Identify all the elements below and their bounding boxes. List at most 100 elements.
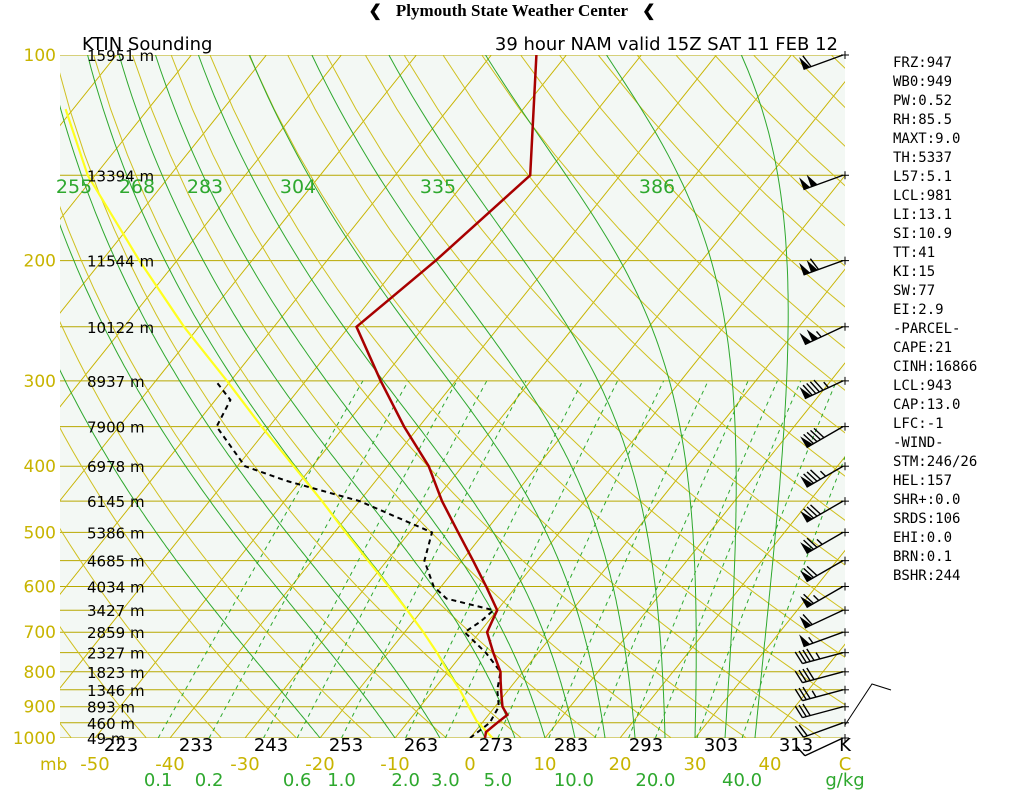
wind-barb bbox=[800, 585, 844, 609]
mixing-ratio-tick-label: 3.0 bbox=[431, 770, 460, 791]
dry-adiabat-line bbox=[559, 55, 845, 349]
wind-barb bbox=[800, 531, 844, 555]
wind-barb-staff bbox=[802, 706, 844, 719]
wind-barb-flag bbox=[806, 431, 818, 443]
height-label: 7900 m bbox=[87, 419, 145, 437]
index-item: TH:5337 bbox=[893, 150, 953, 166]
index-item: CAP:13.0 bbox=[893, 397, 961, 413]
index-item: FRZ:947 bbox=[893, 55, 953, 71]
wind-barb bbox=[800, 465, 844, 488]
index-item: CINH:16866 bbox=[893, 359, 978, 375]
parcel-trace-line bbox=[64, 108, 494, 738]
mixing-ratio-tick-label: 2.0 bbox=[391, 770, 420, 791]
kelvin-tick-label: 293 bbox=[629, 735, 663, 756]
height-label: 15951 m bbox=[87, 47, 154, 65]
wind-barb bbox=[799, 631, 844, 648]
theta-e-label: 283 bbox=[187, 176, 223, 198]
index-item: SI:10.9 bbox=[893, 226, 953, 242]
index-item: SRDS:106 bbox=[893, 511, 961, 527]
moist-adiabat-line bbox=[485, 55, 697, 738]
height-label: 8937 m bbox=[87, 373, 145, 391]
mixing-ratio-tick-label: 0.2 bbox=[195, 770, 224, 791]
index-item: HEL:157 bbox=[893, 473, 953, 489]
mixing-ratio-line bbox=[628, 380, 778, 738]
index-item: LCL:943 bbox=[893, 378, 953, 394]
index-item: BSHR:244 bbox=[893, 568, 961, 584]
index-item: -WIND- bbox=[893, 435, 944, 451]
index-item: MAXT:9.0 bbox=[893, 131, 961, 147]
isotherm-line bbox=[169, 55, 717, 738]
wind-barb-pennant bbox=[800, 570, 813, 582]
dry-adiabat-line bbox=[60, 205, 447, 738]
moist-adiabat-line bbox=[60, 104, 441, 738]
pressure-tick-label: 900 bbox=[24, 698, 56, 718]
flag-left-icon: ❮ bbox=[368, 3, 382, 20]
index-item: LCL:981 bbox=[893, 188, 953, 204]
isotherm-line bbox=[60, 55, 267, 314]
dry-adiabat-line bbox=[520, 55, 845, 391]
wind-barb-flag bbox=[794, 705, 804, 718]
temperature-tick-label: C bbox=[839, 754, 852, 775]
wind-barb bbox=[800, 500, 844, 523]
header-title: Plymouth State Weather Center bbox=[395, 1, 629, 20]
wind-barb-flag bbox=[803, 539, 815, 550]
wind-barb-pennant bbox=[799, 57, 811, 70]
wind-barb-flag bbox=[803, 473, 815, 484]
wind-barb bbox=[794, 686, 844, 702]
index-item: PW:0.52 bbox=[893, 93, 953, 109]
plot-background bbox=[60, 55, 845, 738]
temperature-tick-label: 0 bbox=[464, 754, 475, 775]
wind-barb-flag bbox=[802, 384, 813, 396]
pressure-tick-label: 300 bbox=[24, 372, 56, 392]
index-item: SW:77 bbox=[893, 283, 936, 299]
index-item: -PARCEL- bbox=[893, 321, 961, 337]
wind-barb-pennant bbox=[800, 436, 813, 448]
pressure-tick-label: 200 bbox=[24, 252, 56, 272]
wind-barb-staff bbox=[806, 465, 844, 488]
kelvin-tick-label: 253 bbox=[329, 735, 363, 756]
height-label: 6145 m bbox=[87, 493, 145, 511]
moist-adiabat-line bbox=[155, 55, 546, 738]
wind-barb-flag bbox=[811, 690, 817, 698]
wind-barb bbox=[794, 722, 844, 738]
height-label: 4685 m bbox=[87, 553, 145, 571]
index-item: L57:5.1 bbox=[893, 169, 953, 185]
dewpoint-profile-line bbox=[214, 380, 502, 738]
wind-barb bbox=[799, 609, 844, 629]
moist-adiabat-line bbox=[740, 55, 789, 738]
index-item: CAPE:21 bbox=[893, 340, 953, 356]
wind-barb-flag bbox=[798, 704, 807, 717]
wind-barb-staff bbox=[803, 722, 844, 738]
dry-adiabat-line bbox=[60, 72, 522, 738]
wind-barb-flag bbox=[794, 725, 805, 738]
mixing-ratio-line bbox=[696, 380, 837, 738]
wind-barb bbox=[799, 326, 844, 346]
dry-adiabat-line bbox=[60, 320, 372, 738]
mixing-ratio-line bbox=[208, 380, 409, 738]
mixing-ratio-line bbox=[405, 380, 584, 738]
index-item: LFC:-1 bbox=[893, 416, 944, 432]
pressure-tick-label: 1000 bbox=[13, 729, 56, 749]
height-label: 1823 m bbox=[87, 664, 145, 682]
mixing-ratio-tick-label: 0.6 bbox=[283, 770, 312, 791]
wind-barb-flag bbox=[802, 686, 811, 699]
mixing-ratio-line bbox=[444, 380, 619, 738]
height-label: 13394 m bbox=[87, 167, 154, 185]
dry-adiabat-line bbox=[326, 55, 845, 612]
wind-barb-flag bbox=[803, 433, 815, 445]
pressure-tick-label: 700 bbox=[24, 623, 56, 643]
isotherm-line bbox=[319, 80, 845, 738]
wind-barb-flag bbox=[806, 667, 815, 680]
height-label: 1346 m bbox=[87, 682, 145, 700]
index-item: LI:13.1 bbox=[893, 207, 953, 223]
wind-barb-pennant bbox=[806, 174, 818, 187]
temperature-tick-label: 40 bbox=[759, 754, 782, 775]
pressure-tick-label: 800 bbox=[24, 663, 56, 683]
dry-adiabat-line bbox=[403, 55, 845, 521]
dry-adiabat-line bbox=[209, 55, 822, 738]
moist-adiabat-line bbox=[60, 223, 396, 738]
wind-barbs bbox=[794, 54, 892, 757]
wind-barb-flag bbox=[813, 594, 820, 601]
